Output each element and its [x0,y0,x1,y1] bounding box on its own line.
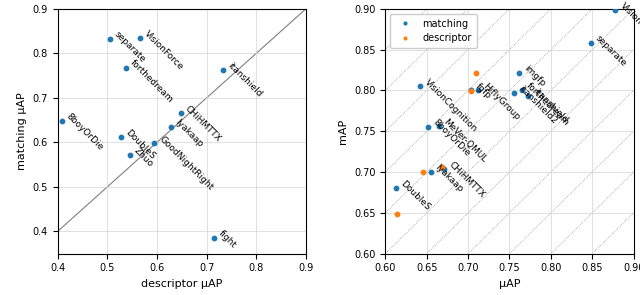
Point [434,124,444,129]
Text: vectorz: vectorz [0,294,1,295]
Text: VisionForce: VisionForce [618,1,640,44]
Text: lyakaap: lyakaap [434,163,465,194]
Point [439,166,449,171]
Point [56,119,67,123]
Legend: matching, descriptor: matching, descriptor [390,14,477,48]
Text: CHiHMTTX: CHiHMTTX [447,160,486,199]
Text: DoubleS: DoubleS [124,128,157,161]
Text: DoubleS: DoubleS [399,179,432,212]
Text: fgfp: fgfp [474,81,493,100]
Point [423,125,433,130]
Text: itanshield: itanshield [531,87,569,125]
Text: VisionCognition: VisionCognition [423,77,479,133]
Point [125,153,135,157]
Text: imgfp: imgfp [522,63,547,88]
Text: lyakaap: lyakaap [173,118,205,149]
Y-axis label: matching μAP: matching μAP [17,92,27,170]
Text: VisionForce: VisionForce [142,29,185,71]
Point [391,186,401,191]
Point [49,245,59,249]
Text: itanshield: itanshield [226,61,264,99]
Point [515,70,525,75]
Text: Zhuo: Zhuo [132,146,155,168]
Point [524,94,534,99]
Point [392,211,402,216]
Text: 8boyOrDie: 8boyOrDie [65,112,105,153]
Point [509,91,520,95]
Point [120,65,131,70]
Point [116,135,126,140]
Point [104,37,115,42]
Text: 8boyOrDie: 8boyOrDie [431,118,472,158]
Text: forthedream: forthedream [525,81,571,128]
Point [415,84,425,89]
Point [516,88,527,93]
Point [611,8,621,13]
Point [218,68,228,73]
Point [426,170,436,174]
Point [166,124,176,129]
Point [149,141,159,146]
Text: GoodNightRight: GoodNightRight [157,134,214,192]
Text: separate: separate [113,30,147,65]
Point [586,41,596,45]
Text: MeVer-QMUL: MeVer-QMUL [442,117,489,164]
Point [436,165,447,170]
Point [417,170,428,174]
Text: forthedream: forthedream [129,58,175,105]
Point [473,88,483,93]
Text: fight: fight [217,229,238,250]
X-axis label: descriptor μAP: descriptor μAP [141,279,223,289]
Text: separate: separate [593,34,628,69]
Point [134,35,145,40]
Text: itanshield2: itanshield2 [517,84,559,126]
Point [209,236,219,240]
X-axis label: μAP: μAP [499,279,520,289]
Text: CHiHMTTX: CHiHMTTX [184,104,223,144]
Y-axis label: mAP: mAP [339,119,348,144]
Point [471,70,481,75]
Point [175,111,186,116]
Point [467,88,477,93]
Point [467,89,477,94]
Text: HiflyGroup: HiflyGroup [481,81,521,122]
